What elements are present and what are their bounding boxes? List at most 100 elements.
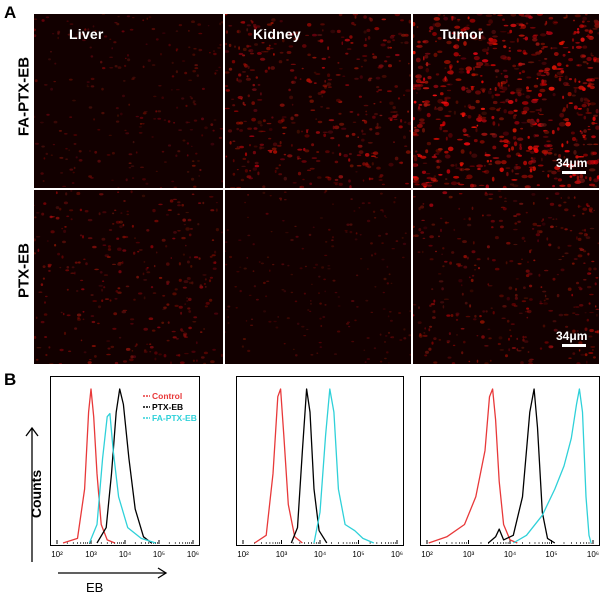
fluorescence-spot [365, 299, 369, 302]
fluorescence-spot [502, 207, 507, 211]
fluorescence-spot [447, 146, 454, 152]
fluorescence-spot [358, 150, 364, 155]
fluorescence-spot [416, 26, 419, 28]
fluorescence-spot [492, 121, 496, 126]
fluorescence-spot [393, 201, 396, 204]
fluorescence-spot [428, 181, 435, 184]
fluorescence-spot [86, 85, 90, 88]
fluorescence-spot [438, 338, 442, 341]
fluorescence-spot [204, 126, 208, 130]
fluorescence-spot [65, 158, 68, 160]
fluorescence-spot [282, 38, 285, 43]
fluorescence-spot [510, 91, 515, 95]
micrograph-tumor-fa-ptx-eb [413, 14, 599, 188]
fluorescence-spot [579, 304, 584, 307]
fluorescence-spot [422, 334, 428, 337]
fluorescence-spot [184, 71, 188, 75]
fluorescence-spot [460, 57, 467, 60]
fluorescence-spot [567, 51, 571, 53]
fluorescence-spot [107, 248, 112, 251]
fluorescence-spot [177, 213, 180, 216]
fluorescence-spot [491, 176, 495, 182]
fluorescence-spot [63, 331, 67, 335]
fluorescence-spot [290, 238, 294, 242]
fluorescence-spot [511, 146, 514, 151]
fluorescence-spot [269, 195, 272, 197]
fluorescence-spot [440, 301, 445, 304]
fluorescence-spot [480, 75, 483, 77]
fluorescence-spot [301, 67, 304, 70]
fluorescence-spot [355, 232, 358, 235]
fluorescence-spot [286, 59, 289, 61]
fluorescence-spot [283, 343, 286, 345]
fluorescence-spot [255, 298, 259, 301]
fluorescence-spot [299, 186, 302, 188]
fluorescence-spot [87, 28, 90, 31]
fluorescence-spot [460, 327, 465, 330]
fluorescence-spot [316, 352, 319, 354]
fluorescence-spot [539, 302, 543, 305]
fluorescence-spot [517, 78, 523, 80]
fluorescence-spot [285, 231, 289, 234]
fluorescence-spot [408, 62, 410, 65]
fluorescence-spot [281, 116, 287, 119]
fluorescence-spot [492, 145, 497, 150]
fluorescence-spot [277, 119, 284, 124]
fluorescence-spot [466, 256, 469, 260]
fluorescence-spot [582, 82, 588, 85]
fluorescence-spot [340, 36, 345, 38]
fluorescence-spot [351, 340, 355, 343]
fluorescence-spot [525, 150, 531, 152]
fluorescence-spot [567, 92, 572, 97]
fluorescence-spot [257, 120, 262, 125]
fluorescence-spot [527, 135, 530, 139]
fluorescence-spot [541, 157, 543, 162]
fluorescence-spot [438, 273, 442, 275]
fluorescence-spot [424, 100, 430, 104]
fluorescence-spot [588, 352, 594, 354]
fluorescence-spot [593, 178, 599, 183]
fluorescence-spot [290, 144, 293, 147]
fluorescence-spot [117, 15, 120, 18]
fluorescence-spot [506, 296, 510, 301]
fluorescence-spot [380, 43, 386, 47]
fluorescence-spot [312, 33, 317, 37]
fluorescence-spot [526, 316, 529, 319]
fluorescence-spot [524, 340, 529, 343]
fluorescence-spot [459, 162, 464, 166]
fluorescence-spot [565, 325, 569, 328]
fluorescence-spot [414, 234, 419, 237]
fluorescence-spot [548, 86, 555, 91]
fluorescence-spot [386, 351, 389, 354]
fluorescence-spot [398, 161, 403, 164]
fluorescence-spot [366, 28, 371, 33]
fluorescence-spot [447, 356, 452, 359]
fluorescence-spot [88, 359, 92, 361]
fluorescence-spot [503, 24, 509, 27]
fluorescence-spot [92, 25, 95, 28]
fluorescence-spot [513, 109, 518, 113]
histogram-kidney: 10² 10³ 10⁴ 10⁵ 10⁶ [236, 376, 404, 559]
fluorescence-spot [492, 47, 498, 50]
fluorescence-spot [131, 224, 134, 228]
fluorescence-spot [421, 219, 425, 221]
fluorescence-spot [463, 41, 467, 46]
fluorescence-spot [225, 42, 228, 46]
fluorescence-spot [475, 90, 481, 95]
fluorescence-spot [149, 343, 152, 345]
fluorescence-spot [433, 52, 438, 58]
fluorescence-spot [442, 305, 445, 309]
fluorescence-spot [514, 173, 520, 175]
fluorescence-spot [172, 336, 177, 339]
fluorescence-spot [572, 45, 574, 50]
fluorescence-spot [188, 326, 192, 330]
fluorescence-spot [364, 361, 367, 363]
fluorescence-spot [162, 308, 166, 311]
fluorescence-spot [499, 91, 506, 93]
fluorescence-spot [471, 73, 476, 77]
fluorescence-spot [321, 266, 325, 269]
fluorescence-spot [268, 320, 272, 323]
fluorescence-spot [215, 208, 218, 212]
fluorescence-spot [236, 271, 240, 273]
fluorescence-spot [465, 87, 469, 90]
